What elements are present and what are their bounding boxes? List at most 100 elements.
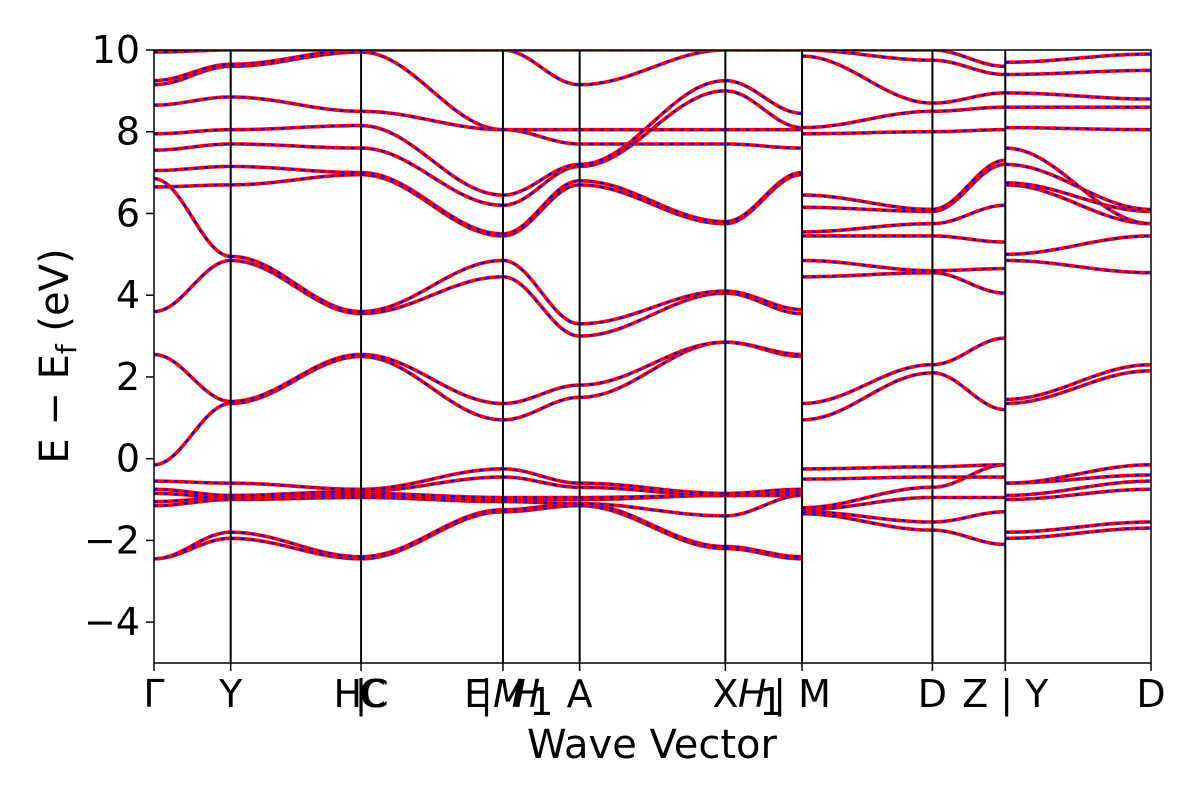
band-down-seg1-b8: [230, 353, 362, 403]
band-up-seg7-b7: [932, 336, 1006, 367]
band-down-seg7-b17: [932, 59, 1006, 76]
band-down-seg8-b18: [1005, 53, 1151, 64]
band-down-seg2-b13: [361, 147, 503, 207]
y-tick-label-5: 6: [116, 191, 140, 235]
band-up-seg7-b0: [932, 528, 1006, 547]
band-down-seg5-b10: [725, 290, 802, 311]
band-down-seg7-b10: [932, 234, 1006, 244]
band-down-seg0-b6: [154, 480, 231, 485]
band-up-seg4-b0: [579, 503, 726, 551]
band-down-seg1-b6: [230, 482, 362, 491]
band-down-seg3-b2: [502, 500, 580, 505]
band-down-seg8-b1: [1005, 520, 1151, 534]
band-down-seg1-b13: [230, 142, 362, 150]
band-down-seg6-b0: [801, 512, 933, 532]
band-down-seg8-b2: [1005, 488, 1151, 501]
band-up-seg2-b1: [361, 508, 503, 559]
band-down-seg2-b15: [361, 110, 503, 131]
band-down-seg2-b0: [361, 510, 503, 560]
y-tick-label-4: 4: [116, 273, 140, 317]
band-down-seg0-b7: [154, 402, 231, 466]
band-down-seg4-b2: [579, 502, 726, 517]
band-up-seg0-b17: [154, 62, 231, 83]
band-down-seg1-b12: [230, 165, 362, 174]
band-up-seg4-b10: [579, 289, 726, 326]
band-up-seg3-b9: [502, 275, 580, 338]
band-down-seg5-b9: [725, 292, 803, 315]
band-down-seg1-b14: [230, 124, 362, 131]
band-down-seg7-b16: [932, 91, 1006, 105]
band-up-seg0-b8: [154, 352, 231, 404]
band-up-seg7-b17: [932, 58, 1006, 77]
y-axis-label: E − Ef (eV): [32, 248, 83, 463]
band-down-seg7-b7: [932, 337, 1006, 366]
y-tick-label-0: −4: [84, 600, 140, 644]
band-down-seg8-b16: [1005, 91, 1151, 101]
band-down-seg0-b1: [154, 531, 231, 560]
band-down-seg2-b2: [361, 496, 503, 503]
band-down-seg7-b18: [932, 50, 1006, 68]
band-down-seg0-b17: [154, 63, 231, 82]
x-tick-label-7: H: [512, 672, 541, 716]
band-down-seg5-b0: [725, 547, 802, 560]
y-tick-label-7: 10: [92, 28, 140, 72]
x-tick-label-10: X: [712, 672, 738, 716]
kpoint-lines: [229, 50, 1007, 663]
band-up-seg4-b8: [579, 340, 726, 387]
y-axis-label-unit: (eV): [32, 248, 78, 344]
band-down-seg3-b1: [502, 502, 580, 511]
band-down-seg4-b6: [579, 482, 726, 495]
band-down-seg5-b14: [725, 79, 802, 115]
x-tick-label-8: 1: [529, 680, 553, 724]
band-down-seg3-b7: [502, 396, 580, 421]
band-down-seg2-b3: [361, 494, 503, 501]
band-up-seg8-b7: [1005, 362, 1151, 402]
band-up-seg1-b15: [230, 95, 362, 114]
band-down-seg1-b16: [230, 50, 362, 68]
y-tick-label-6: 8: [116, 110, 140, 154]
x-tick-label-4: C: [359, 672, 386, 716]
band-down-seg2-b7: [361, 355, 503, 421]
band-up-seg7-b12: [932, 162, 1006, 214]
band-down-seg6-b13: [802, 194, 933, 211]
band-up-seg2-b0: [361, 510, 503, 561]
band-down-seg3-b11: [502, 183, 580, 237]
plot-frame: [153, 49, 1152, 664]
band-down-seg2-b10: [361, 259, 503, 313]
band-down-seg5-b15: [725, 142, 802, 150]
band-down-seg0-b13: [154, 142, 231, 152]
band-down-seg7-b0: [932, 529, 1006, 546]
band-up-seg4-b7: [579, 340, 726, 400]
y-tick-label-3: 2: [116, 355, 140, 399]
band-down-seg0-b14: [154, 128, 231, 135]
band-down-seg7-b8: [932, 271, 1006, 295]
band-up-seg0-b16: [154, 64, 231, 87]
band-up-seg6-b15: [802, 109, 933, 130]
band-down-seg6-b7: [801, 363, 933, 405]
band-down-seg6-b4: [802, 476, 933, 481]
band-down-seg6-b16: [801, 55, 933, 105]
band-down-seg3-b6: [502, 467, 580, 485]
band-up-seg4-b12: [579, 179, 726, 224]
band-up-seg2-b10: [361, 258, 503, 314]
y-axis-label-main: E − E: [32, 354, 78, 464]
band-down-seg6-b6: [801, 371, 933, 421]
band-down-seg2-b12: [361, 171, 503, 235]
band-up-seg2-b7: [361, 354, 503, 422]
x-tick-label-1: Y: [218, 672, 243, 716]
x-tick-label-14: D: [918, 672, 947, 716]
band-down-seg0-b15: [154, 95, 231, 107]
band-up-seg5-b10: [725, 289, 802, 312]
band-down-seg3-b14: [502, 163, 580, 197]
band-down-seg0-b16: [154, 65, 231, 86]
bands-layer: [154, 50, 1151, 561]
x-axis-label: Wave Vector: [527, 722, 778, 768]
band-up-seg4-b11: [579, 183, 726, 226]
band-down-seg7-b14: [932, 128, 1006, 133]
band-up-seg7-b8: [932, 270, 1006, 295]
band-up-seg8-b6: [1005, 369, 1151, 406]
band-up-seg0-b10: [154, 176, 231, 259]
band-up-seg8-b11: [1005, 181, 1151, 214]
band-down-seg7-b9: [932, 267, 1006, 272]
